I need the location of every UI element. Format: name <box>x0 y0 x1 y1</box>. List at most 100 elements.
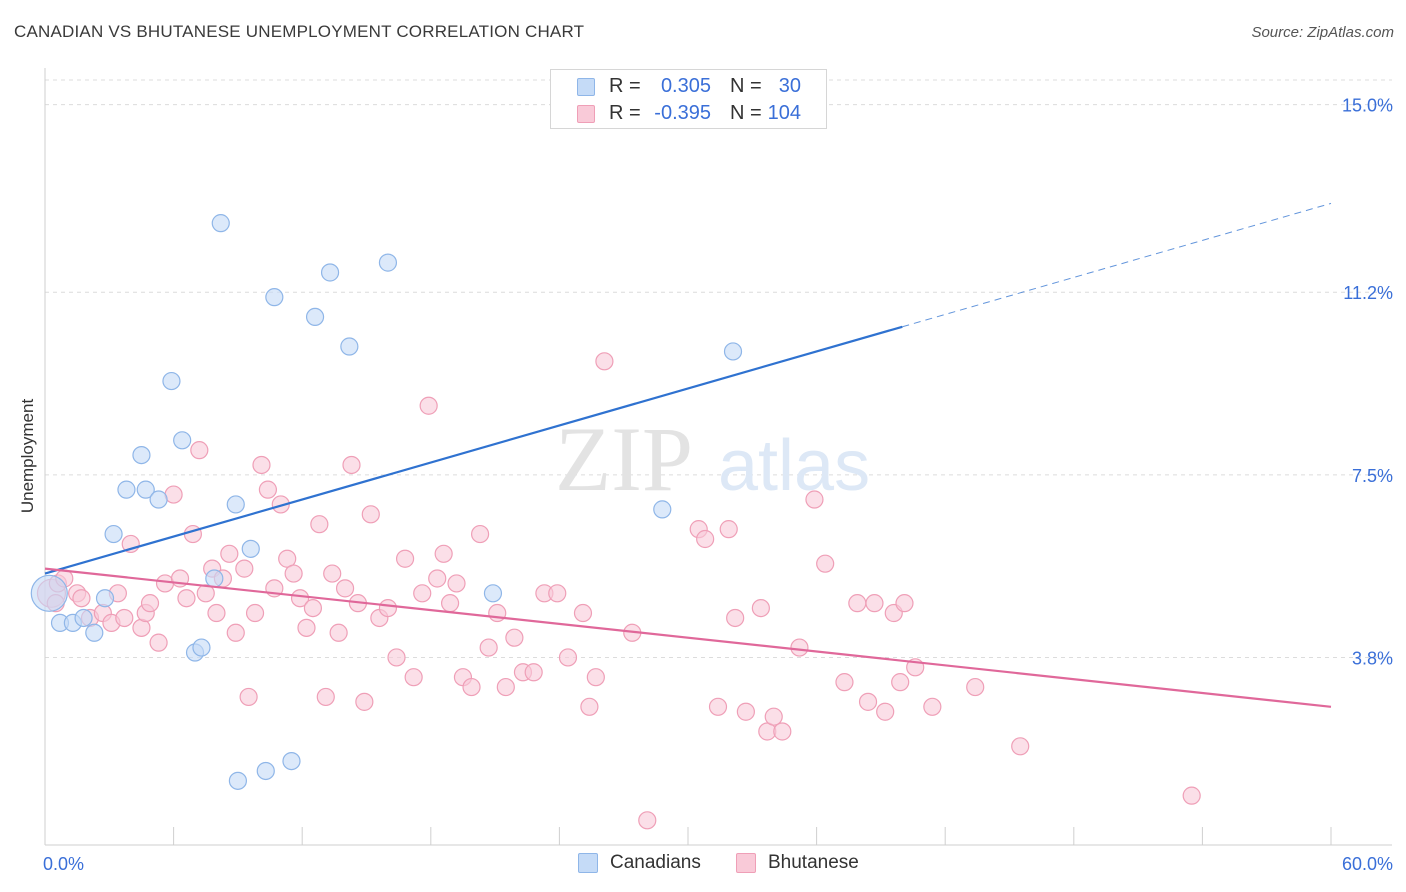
canadians-point <box>74 608 93 628</box>
canadians-trend-extension <box>902 202 1332 328</box>
legend-n-label: N = <box>730 102 762 124</box>
y-tick-label: 3.8% <box>1352 648 1393 668</box>
canadians-point <box>241 539 260 558</box>
bhutanese-point <box>790 638 809 657</box>
bhutanese-point <box>891 673 910 692</box>
bhutanese-point <box>355 692 374 711</box>
correlation-legend: R = 0.305 N = 30 R = -0.395 N = 104 <box>550 69 827 129</box>
bhutanese-point <box>816 554 835 573</box>
bhutanese-point <box>558 648 578 667</box>
bhutanese-point <box>708 697 728 716</box>
bottom-legend-label: Bhutanese <box>768 852 859 873</box>
bhutanese-point <box>805 490 824 509</box>
bhutanese-point <box>773 722 792 741</box>
bhutanese-point <box>966 677 985 697</box>
bhutanese-point <box>404 668 423 687</box>
legend-swatch-bhutanese <box>577 105 595 123</box>
bhutanese-point <box>548 584 567 603</box>
x-tick-label: 60.0% <box>1342 854 1393 874</box>
bhutanese-point <box>419 396 438 415</box>
canadians-point <box>378 253 398 272</box>
bhutanese-point <box>245 603 265 623</box>
bhutanese-point <box>580 697 599 716</box>
bhutanese-point <box>72 589 91 608</box>
x-tick-label: 0.0% <box>43 854 84 874</box>
canadians-point <box>104 524 123 544</box>
bhutanese-point <box>496 677 515 697</box>
bhutanese-trend-line <box>44 567 1332 708</box>
bhutanese-point <box>323 564 342 583</box>
bhutanese-point <box>440 594 460 613</box>
bhutanese-point <box>736 702 755 721</box>
bhutanese-point <box>220 544 239 563</box>
watermark: ZIP atlas <box>555 408 870 510</box>
watermark-atlas: atlas <box>718 426 870 506</box>
bhutanese-point <box>297 618 316 637</box>
legend-n-value: 104 <box>767 102 801 124</box>
canadians-trend-line <box>44 325 903 575</box>
bhutanese-point <box>316 687 335 707</box>
legend-r-label: R = <box>609 75 641 97</box>
bhutanese-point <box>595 352 614 371</box>
bhutanese-point <box>378 598 398 618</box>
canadians-point <box>136 480 155 499</box>
legend-r-label: R = <box>609 102 641 124</box>
bhutanese-point <box>876 702 895 721</box>
bhutanese-point <box>155 574 175 593</box>
canadians-point <box>282 751 301 771</box>
canadians-point <box>483 584 503 603</box>
bhutanese-point <box>865 594 884 613</box>
bhutanese-point <box>488 603 507 623</box>
y-tick-label: 7.5% <box>1352 466 1393 486</box>
watermark-zip: ZIP <box>555 408 693 510</box>
bottom-legend-swatch-bhutanese <box>736 853 756 873</box>
bhutanese-point <box>395 549 415 568</box>
bhutanese-point <box>524 663 543 682</box>
canadians-point <box>30 574 68 612</box>
tick-labels: 3.8% 7.5% 11.2% 15.0% 0.0% 60.0% <box>43 96 1393 874</box>
canadians-point <box>173 431 192 450</box>
bhutanese-point <box>858 692 878 711</box>
bhutanese-point <box>342 455 361 475</box>
bhutanese-point <box>764 707 783 726</box>
bhutanese-point <box>177 589 196 608</box>
bhutanese-point <box>290 589 310 608</box>
bhutanese-point <box>303 598 323 618</box>
bhutanese-point <box>271 495 290 514</box>
canadians-point <box>340 337 359 356</box>
bhutanese-point <box>895 594 914 613</box>
bhutanese-point <box>115 608 134 628</box>
bhutanese-point <box>923 697 942 716</box>
canadians-point <box>256 761 275 781</box>
bhutanese-point <box>258 480 278 499</box>
bhutanese-point <box>335 579 355 598</box>
canadians-point <box>653 500 672 519</box>
bhutanese-point <box>413 584 432 603</box>
canadians-point <box>320 263 340 282</box>
bottom-legend-label: Canadians <box>610 852 701 873</box>
bhutanese-point <box>252 455 271 475</box>
bhutanese-point <box>1182 786 1201 805</box>
bhutanese-point <box>462 677 481 697</box>
bhutanese-point <box>190 441 209 460</box>
legend-r-value: -0.395 <box>654 102 711 124</box>
bhutanese-point <box>310 515 329 534</box>
bhutanese-point <box>140 594 160 613</box>
bhutanese-point <box>284 564 303 583</box>
bhutanese-point <box>447 574 466 593</box>
bhutanese-point <box>470 524 490 544</box>
bhutanese-point <box>835 673 854 692</box>
bhutanese-point <box>573 603 593 623</box>
bhutanese-point <box>505 628 524 647</box>
bhutanese-point <box>848 594 867 613</box>
bhutanese-point <box>226 623 245 642</box>
chart-title: CANADIAN VS BHUTANESE UNEMPLOYMENT CORRE… <box>14 22 585 41</box>
bhutanese-point <box>183 524 202 544</box>
canadians-point <box>723 342 743 361</box>
canadians-point <box>117 480 136 499</box>
canadians-point <box>226 495 245 514</box>
canadians-point <box>228 771 247 790</box>
canadians-point <box>85 623 104 642</box>
bottom-legend-swatch-canadians <box>578 853 598 873</box>
bhutanese-point <box>479 638 498 657</box>
